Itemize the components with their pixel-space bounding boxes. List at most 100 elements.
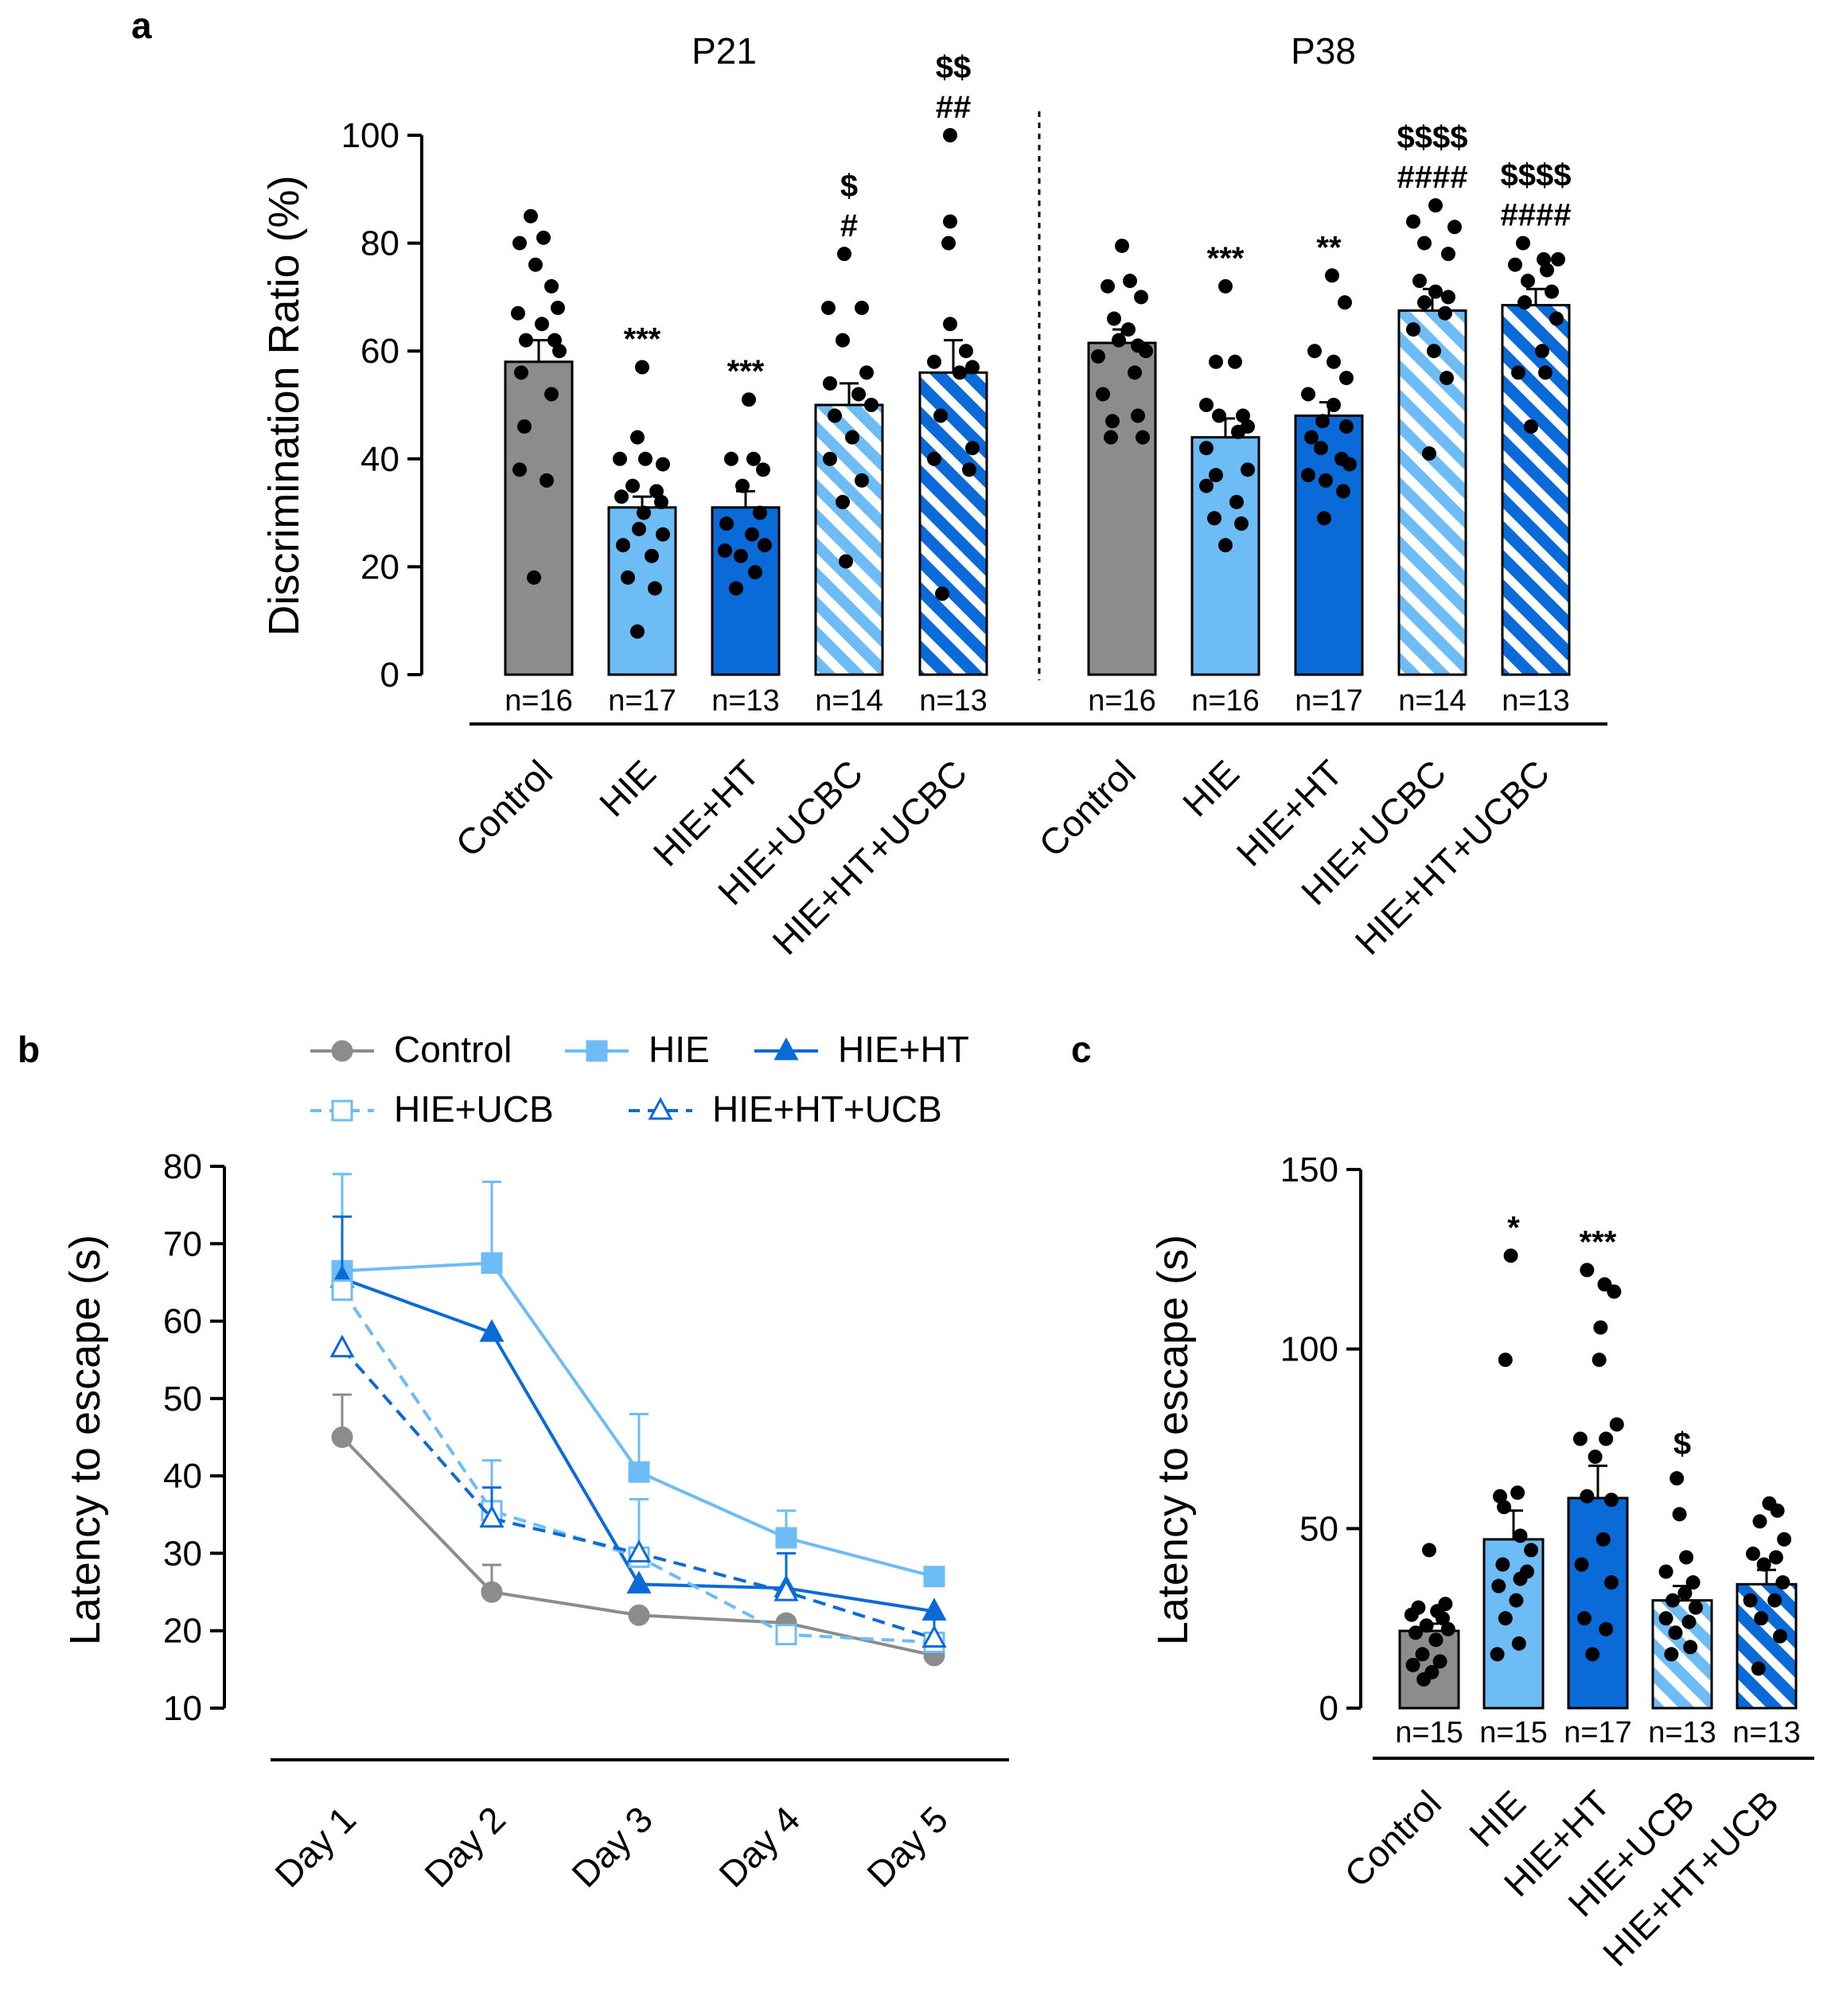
data-point-a-p21-hie-ht-3 <box>756 462 770 477</box>
panel-a-y-tick-label-0: 0 <box>380 656 399 695</box>
data-point-c-hie-ucb-7 <box>1689 1600 1703 1615</box>
data-point-a-p21-hie-ucbc-2 <box>855 300 869 315</box>
panel-b-x-label-day5: Day 5 <box>859 1798 956 1895</box>
data-point-a-p38-hie-10 <box>1209 468 1223 483</box>
data-point-a-p38-hie-ht-1 <box>1338 295 1352 310</box>
data-point-a-p21-hie-ht-ucbc-11 <box>962 462 976 477</box>
data-point-a-p21-hie-15 <box>648 581 662 596</box>
data-point-a-p38-hie-ucbc-3 <box>1417 235 1432 251</box>
data-point-a-p38-hie-ht-5 <box>1301 387 1315 402</box>
data-point-a-p21-hie-12 <box>616 538 630 553</box>
panel-letter-b: b <box>18 1029 40 1070</box>
data-point-c-control-12 <box>1405 1657 1420 1672</box>
data-point-a-p38-hie-ht-10 <box>1314 441 1328 456</box>
panel-b-x-label-day2: Day 2 <box>416 1798 513 1895</box>
data-point-a-p38-hie-ht-ucbc-9 <box>1535 344 1549 359</box>
data-point-a-p21-hie-ucbc-11 <box>855 473 869 488</box>
data-point-c-hie-ht-ucb-5 <box>1768 1550 1783 1565</box>
data-point-a-p21-hie-ucbc-13 <box>839 554 853 569</box>
data-point-c-hie-ht-2 <box>1607 1284 1622 1299</box>
marker-control-0 <box>331 1426 353 1448</box>
data-point-c-control-11 <box>1432 1654 1447 1669</box>
marker-hie-2 <box>628 1461 650 1483</box>
data-point-c-hie-ucb-8 <box>1658 1611 1673 1626</box>
data-point-c-hie-0 <box>1503 1248 1518 1263</box>
panel-b-y-tick-label-50: 50 <box>163 1380 202 1419</box>
data-point-a-p21-hie-1 <box>630 430 645 445</box>
data-point-a-p38-control-6 <box>1112 333 1126 348</box>
chart-panel-b: 10 20 30 40 50 60 70 80 Latency to escape (s) Day… <box>61 1029 1009 1895</box>
data-point-a-p21-hie-ucbc-4 <box>859 365 874 380</box>
panel-a-y-tick-label-40: 40 <box>360 440 399 479</box>
n-label-a-p21-hie-ht: n=13 <box>711 684 780 718</box>
data-point-a-p21-hie-ht-ucbc-8 <box>933 408 948 423</box>
significance-stars-a-p38-hie-ht: ** <box>1316 230 1342 265</box>
data-point-a-p38-hie-ucbc-7 <box>1441 290 1455 305</box>
data-point-a-p38-hie-12 <box>1229 495 1244 510</box>
panel-a-group-title-p38: P38 <box>1291 30 1356 72</box>
data-point-c-hie-7 <box>1495 1557 1510 1572</box>
data-point-a-p38-hie-ht-ucbc-6 <box>1545 284 1559 299</box>
chart-panel-a: 0 20 40 60 80 100 Discrimination Ratio (%) P21 n… <box>260 30 1607 963</box>
data-point-c-control-6 <box>1419 1618 1434 1633</box>
data-point-a-p21-hie-ht-5 <box>753 505 767 520</box>
data-point-c-hie-9 <box>1513 1571 1528 1586</box>
marker-hie-ht-ucb-4 <box>921 1625 947 1648</box>
panel-b-x-label-day3: Day 3 <box>563 1798 660 1895</box>
data-point-a-p21-hie-ucbc-0 <box>837 247 851 262</box>
data-point-a-p21-hie-14 <box>621 570 635 585</box>
data-point-a-p21-hie-ht-ucbc-3 <box>943 317 957 332</box>
data-point-c-hie-ht-0 <box>1580 1263 1595 1278</box>
significance-stars-a-p21-hie: *** <box>624 322 661 357</box>
data-point-c-hie-ht-ucb-6 <box>1756 1557 1771 1572</box>
legend-marker-hie-ht-ucb <box>648 1096 673 1120</box>
data-point-c-hie-ht-7 <box>1599 1431 1614 1446</box>
bar-a-p21-hie-ucbc <box>814 403 884 676</box>
legend-marker-hie <box>586 1040 608 1062</box>
data-point-c-hie-ht-9 <box>1580 1489 1595 1504</box>
data-point-a-p21-control-10 <box>552 344 567 359</box>
legend-label-hie: HIE <box>649 1029 710 1070</box>
data-point-a-p21-control-1 <box>536 230 551 245</box>
data-point-a-p21-hie-4 <box>656 457 670 472</box>
data-point-a-p21-control-16 <box>527 570 541 585</box>
data-point-a-p21-hie-ucbc-3 <box>836 333 850 348</box>
legend-label-control: Control <box>394 1029 512 1070</box>
panel-c-y-tick-label-100: 100 <box>1280 1330 1338 1369</box>
data-point-a-p38-hie-ht-ucbc-12 <box>1524 419 1538 434</box>
panel-b-x-label-day4: Day 4 <box>711 1798 808 1895</box>
data-point-a-p21-hie-9 <box>637 505 651 520</box>
data-point-a-p38-control-13 <box>1105 414 1120 429</box>
n-label-a-p21-hie-ht-ucbc: n=13 <box>919 684 988 718</box>
data-point-a-p38-control-0 <box>1115 238 1129 253</box>
n-label-a-p38-hie-ucbc: n=14 <box>1398 684 1467 718</box>
data-point-c-hie-14 <box>1490 1647 1505 1662</box>
data-point-a-p21-hie-ht-ucbc-6 <box>965 360 980 375</box>
category-label-c-hie: HIE <box>1461 1782 1533 1854</box>
data-point-c-hie-ht-ucb-9 <box>1767 1593 1782 1608</box>
data-point-a-p38-hie-ucbc-5 <box>1412 274 1427 289</box>
data-point-a-p21-hie-8 <box>654 495 668 510</box>
data-point-a-p21-control-4 <box>544 278 559 294</box>
data-point-a-p38-hie-ht-ucbc-10 <box>1511 365 1525 380</box>
bar-a-p38-hie-ht-ucbc <box>1501 304 1571 676</box>
data-point-c-hie-ucb-9 <box>1681 1614 1697 1629</box>
panel-a-y-tick-label-60: 60 <box>360 332 399 371</box>
data-point-c-hie-ht-ucb-12 <box>1751 1661 1766 1676</box>
data-point-a-p38-hie-8 <box>1199 441 1214 456</box>
category-label-a-p21-control: Control <box>447 752 560 865</box>
significance-hash-a-p21-hie-ucbc: # <box>840 208 858 243</box>
data-point-a-p21-control-5 <box>551 300 565 315</box>
data-point-a-p38-hie-ht-7 <box>1315 414 1330 429</box>
data-point-a-p21-control-11 <box>514 365 528 380</box>
data-point-a-p21-hie-ht-ucbc-7 <box>953 365 967 380</box>
data-point-c-control-9 <box>1428 1633 1443 1648</box>
category-label-a-p21-hie: HIE <box>591 752 664 824</box>
category-label-a-p21-hie-ht-ucbc: HIE+HT+UCBC <box>765 752 976 963</box>
data-point-a-p21-hie-ht-11 <box>748 565 762 580</box>
data-point-a-p38-hie-ucbc-6 <box>1428 284 1443 299</box>
data-point-c-hie-ucb-0 <box>1669 1471 1685 1486</box>
data-point-a-p38-hie-ucbc-13 <box>1422 446 1436 461</box>
data-point-c-hie-12 <box>1498 1611 1513 1626</box>
data-point-a-p21-hie-ht-ucbc-10 <box>927 451 941 466</box>
